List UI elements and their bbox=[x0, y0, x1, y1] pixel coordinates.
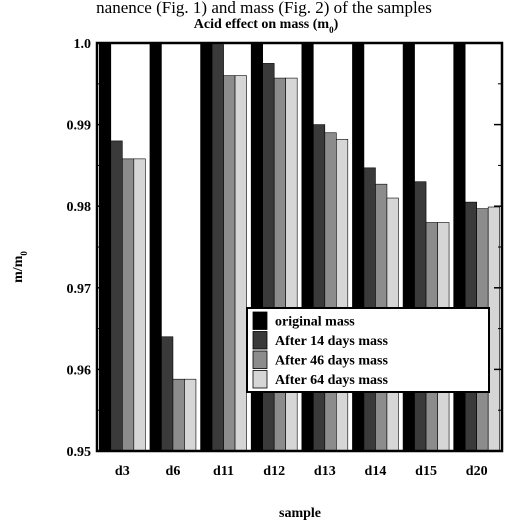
legend-label-3: After 46 days mass bbox=[275, 354, 388, 369]
y-tick-label-1: 0.96 bbox=[67, 363, 92, 378]
x-tick-label-d15: d15 bbox=[415, 464, 437, 479]
bar-d6-series-2 bbox=[161, 336, 174, 452]
x-tick-label-d11: d11 bbox=[213, 464, 234, 479]
chart-title: Acid effect on mass (m0) bbox=[194, 17, 339, 35]
y-axis-label-main: m/m bbox=[11, 255, 26, 283]
bar-d6-series-1 bbox=[149, 42, 162, 452]
bar-d12-series-4 bbox=[285, 77, 298, 452]
legend-label-4: After 64 days mass bbox=[275, 373, 388, 388]
bar-d3-series-3 bbox=[122, 158, 135, 452]
bar-d11-series-1 bbox=[200, 42, 213, 452]
bar-d11-series-4 bbox=[234, 75, 247, 452]
plot-frame bbox=[95, 41, 504, 453]
y-tick-label-0: 0.95 bbox=[67, 445, 92, 460]
legend-swatch-4 bbox=[252, 370, 268, 389]
x-axis-label: sample bbox=[279, 506, 321, 521]
y-tick-label-4: 0.99 bbox=[67, 119, 92, 134]
page-header-text: nanence (Fig. 1) and mass (Fig. 2) of th… bbox=[96, 0, 432, 17]
bar-d11-series-3 bbox=[223, 75, 236, 452]
legend-swatch-2 bbox=[252, 331, 268, 350]
chart-title-tail: ) bbox=[334, 17, 339, 32]
x-tick-label-d12: d12 bbox=[263, 464, 285, 479]
bar-d3-series-4 bbox=[133, 158, 146, 452]
bar-d3-series-2 bbox=[110, 140, 123, 452]
bar-d6-series-4 bbox=[184, 378, 197, 452]
legend-label-2: After 14 days mass bbox=[275, 334, 388, 349]
bar-d3-series-1 bbox=[99, 42, 112, 452]
y-tick-label-2: 0.97 bbox=[67, 282, 92, 297]
x-tick-label-d6: d6 bbox=[166, 464, 181, 479]
y-axis-label-subscript: 0 bbox=[19, 251, 29, 256]
y-tick-label-5: 1.0 bbox=[74, 37, 92, 52]
legend-swatch-1 bbox=[252, 311, 268, 330]
x-tick-label-d20: d20 bbox=[466, 464, 488, 479]
chart-title-subscript: 0 bbox=[329, 25, 334, 35]
legend-box bbox=[246, 307, 490, 393]
bar-d13-series-4 bbox=[336, 138, 349, 452]
legend-label-1: original mass bbox=[275, 315, 355, 330]
y-tick-label-3: 0.98 bbox=[67, 200, 92, 215]
bar-d6-series-3 bbox=[172, 378, 185, 452]
bar-d13-series-2 bbox=[313, 124, 326, 452]
x-tick-label-d14: d14 bbox=[365, 464, 387, 479]
legend-swatch-3 bbox=[252, 350, 268, 369]
legend: original mass After 14 days mass After 46 … bbox=[246, 307, 490, 393]
x-tick-label-d13: d13 bbox=[314, 464, 336, 479]
chart-title-main: Acid effect on mass (m bbox=[194, 17, 330, 32]
bar-d11-series-2 bbox=[211, 44, 224, 452]
x-tick-label-d3: d3 bbox=[115, 464, 130, 479]
bar-d13-series-3 bbox=[324, 132, 337, 452]
x-axis-ticks: d3 d6 d11 d12 d13 d14 d15 d20 bbox=[115, 464, 488, 479]
bar-d12-series-3 bbox=[273, 77, 286, 452]
y-axis-label: m/m0 bbox=[11, 251, 29, 283]
